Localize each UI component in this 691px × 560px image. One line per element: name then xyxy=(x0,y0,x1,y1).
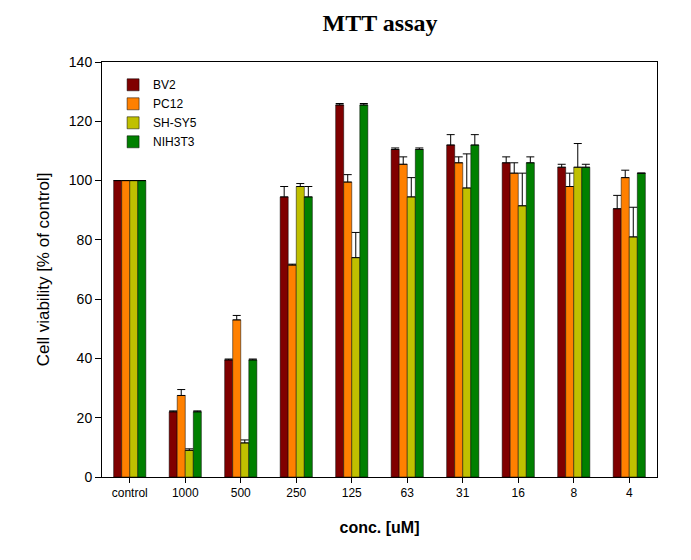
svg-text:100: 100 xyxy=(69,172,93,188)
svg-text:16: 16 xyxy=(512,486,526,500)
svg-text:conc. [uM]: conc. [uM] xyxy=(340,519,420,536)
svg-text:63: 63 xyxy=(401,486,415,500)
svg-text:80: 80 xyxy=(77,232,93,248)
svg-text:BV2: BV2 xyxy=(153,78,176,92)
svg-text:4: 4 xyxy=(626,486,633,500)
svg-text:60: 60 xyxy=(77,291,93,307)
svg-text:0: 0 xyxy=(84,469,92,485)
svg-text:500: 500 xyxy=(231,486,251,500)
svg-text:120: 120 xyxy=(69,113,93,129)
svg-text:MTT assay: MTT assay xyxy=(323,10,438,36)
svg-text:1000: 1000 xyxy=(172,486,199,500)
svg-text:125: 125 xyxy=(342,486,362,500)
svg-text:NIH3T3: NIH3T3 xyxy=(153,135,195,149)
svg-text:PC12: PC12 xyxy=(153,97,183,111)
svg-text:40: 40 xyxy=(77,350,93,366)
svg-text:20: 20 xyxy=(77,410,93,426)
svg-text:140: 140 xyxy=(69,54,93,70)
svg-text:Cell viability [% of control]: Cell viability [% of control] xyxy=(34,173,53,367)
svg-text:8: 8 xyxy=(570,486,577,500)
svg-text:250: 250 xyxy=(286,486,306,500)
svg-text:SH-SY5: SH-SY5 xyxy=(153,116,197,130)
svg-text:control: control xyxy=(112,486,148,500)
svg-text:31: 31 xyxy=(456,486,470,500)
